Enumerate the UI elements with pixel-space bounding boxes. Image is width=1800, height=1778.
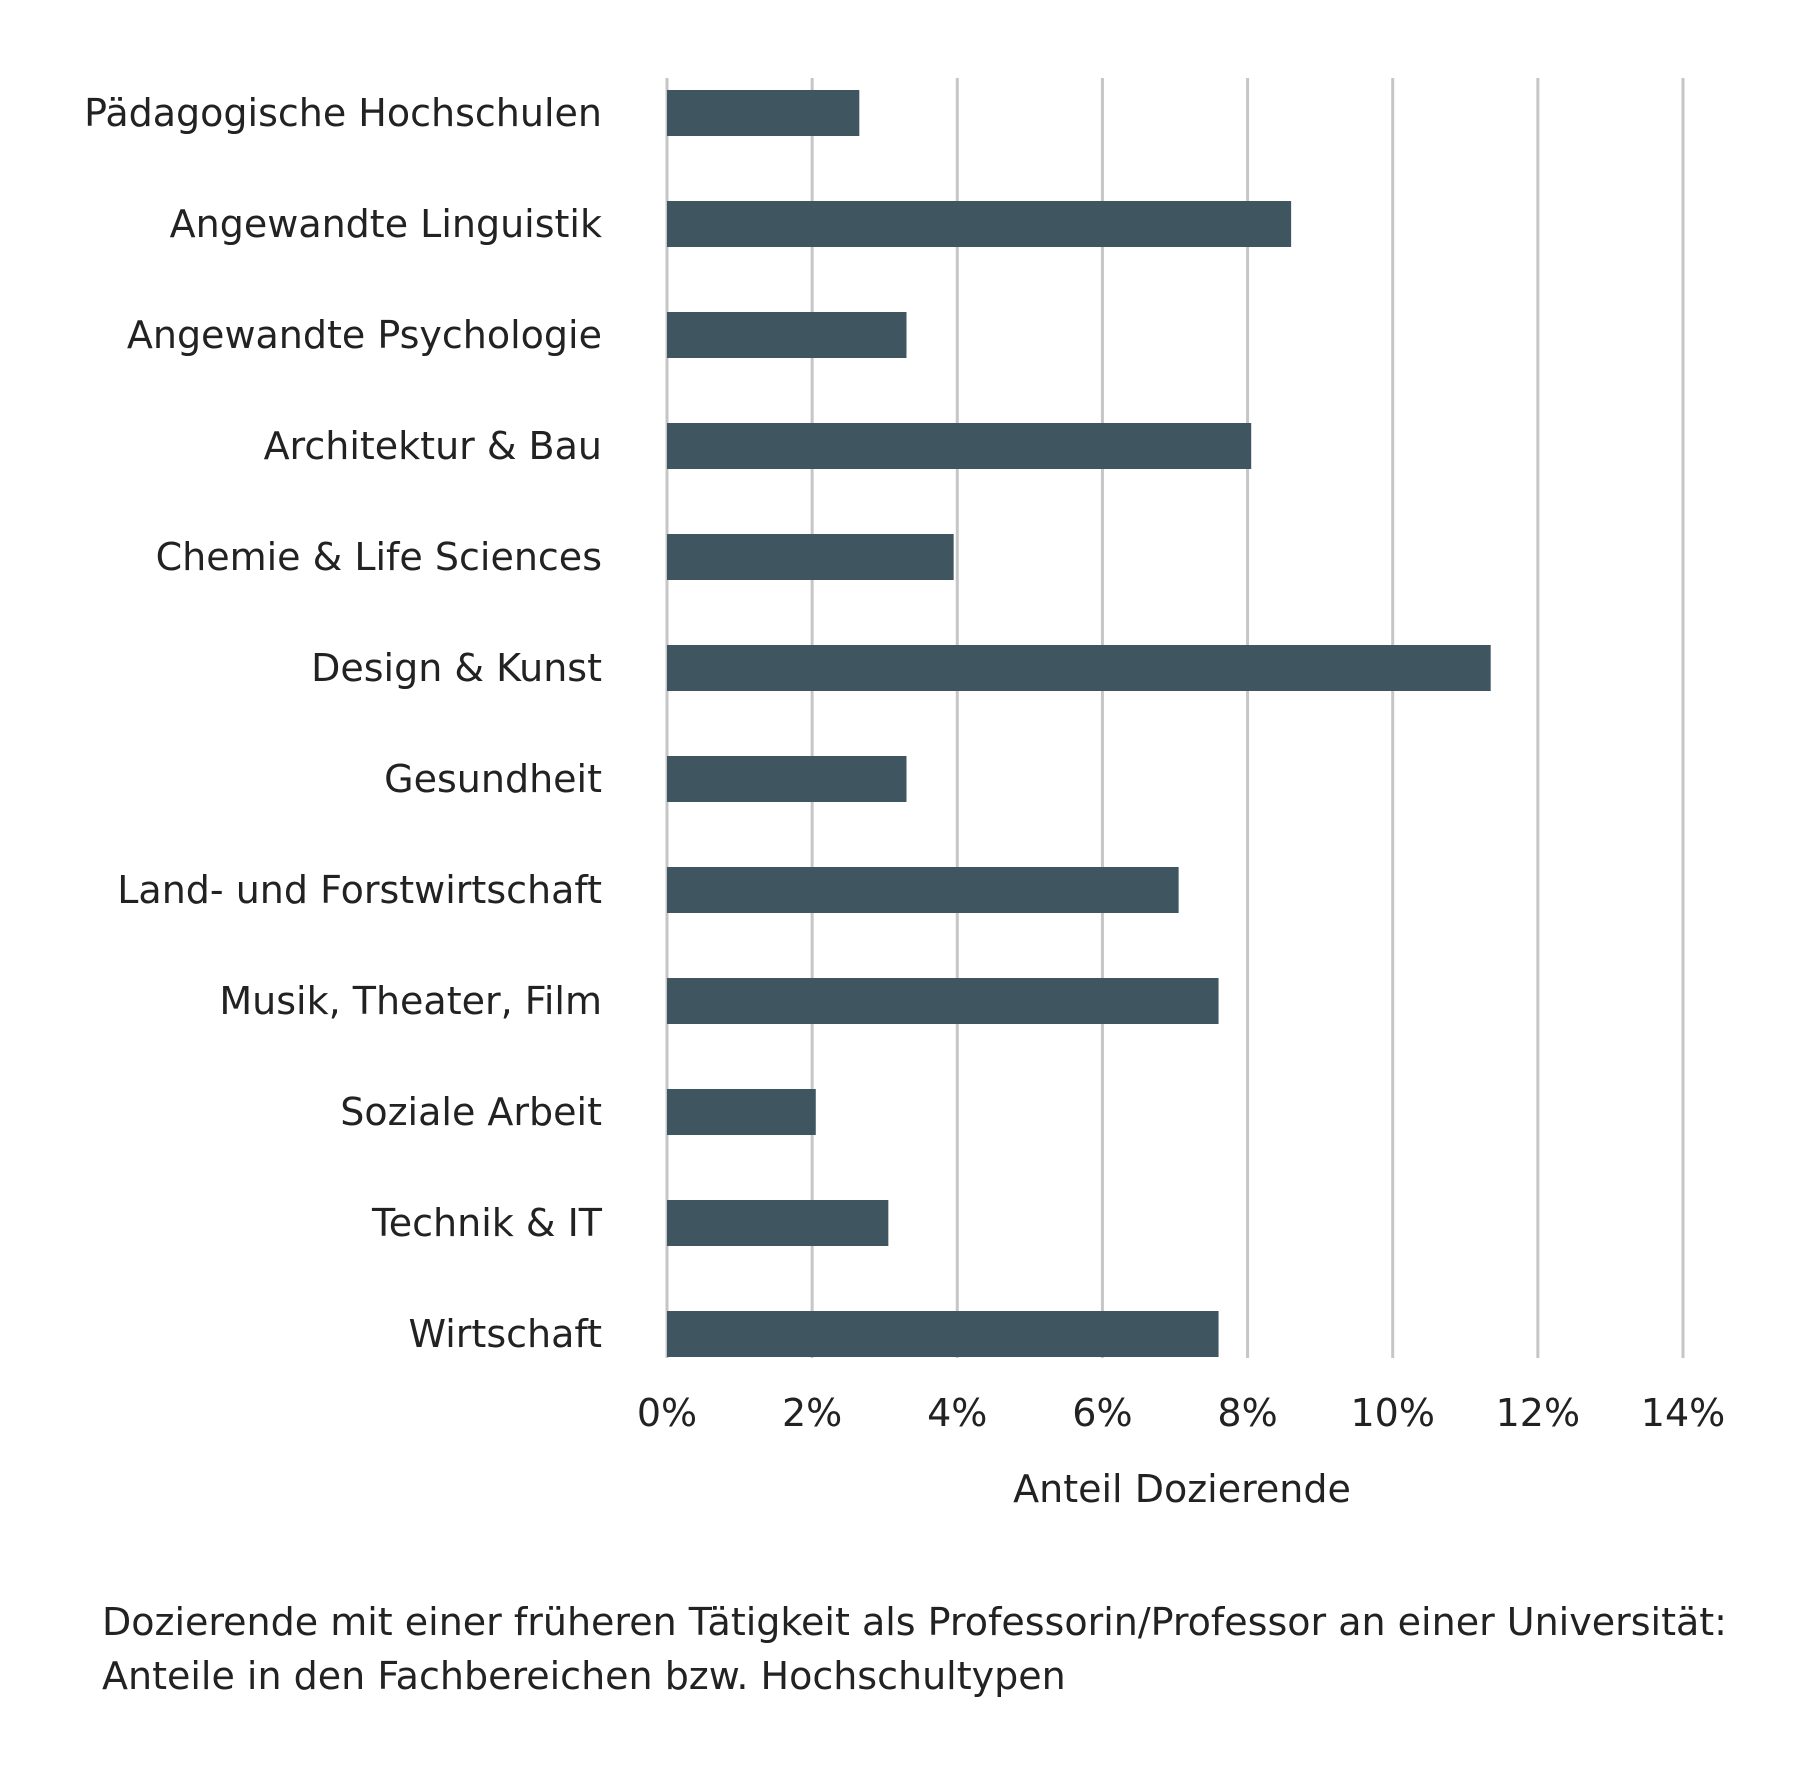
x-tick-label: 8% xyxy=(1217,1391,1277,1435)
category-label: Architektur & Bau xyxy=(264,424,602,468)
category-label: Technik & IT xyxy=(371,1201,603,1245)
x-tick-labels: 0% 2% 4% 6% 8% 10% 12% 14% xyxy=(637,1391,1725,1435)
chart-caption: Dozierende mit einer früheren Tätigkeit … xyxy=(102,1595,1762,1703)
category-label: Angewandte Psychologie xyxy=(127,313,602,357)
x-tick-label: 14% xyxy=(1641,1391,1725,1435)
x-tick-label: 10% xyxy=(1350,1391,1434,1435)
category-label: Pädagogische Hochschulen xyxy=(84,91,602,135)
category-labels: Pädagogische Hochschulen Angewandte Lingu… xyxy=(84,91,603,1356)
category-label: Musik, Theater, Film xyxy=(219,979,602,1023)
category-label: Chemie & Life Sciences xyxy=(156,535,602,579)
bar xyxy=(667,201,1292,247)
x-tick-label: 6% xyxy=(1072,1391,1132,1435)
category-label: Gesundheit xyxy=(384,757,602,801)
category-label: Wirtschaft xyxy=(409,1312,603,1356)
bars xyxy=(667,90,1491,1357)
caption-line-1: Dozierende mit einer früheren Tätigkeit … xyxy=(102,1600,1727,1644)
bar xyxy=(667,1200,889,1246)
x-tick-label: 4% xyxy=(927,1391,987,1435)
category-label: Land- und Forstwirtschaft xyxy=(117,868,602,912)
x-tick-label: 2% xyxy=(782,1391,842,1435)
bar-chart: Pädagogische Hochschulen Angewandte Lingu… xyxy=(84,78,1725,1511)
x-tick-label: 0% xyxy=(637,1391,697,1435)
bar xyxy=(667,756,907,802)
category-label: Design & Kunst xyxy=(311,646,602,690)
x-axis-title: Anteil Dozierende xyxy=(1013,1467,1351,1511)
bar xyxy=(667,1089,816,1135)
caption-line-2: Anteile in den Fachbereichen bzw. Hochsc… xyxy=(102,1654,1066,1698)
bar xyxy=(667,645,1491,691)
x-tick-label: 12% xyxy=(1496,1391,1580,1435)
bar xyxy=(667,867,1179,913)
category-label: Soziale Arbeit xyxy=(340,1090,602,1134)
bar xyxy=(667,1311,1219,1357)
bar xyxy=(667,423,1252,469)
bar xyxy=(667,978,1219,1024)
bar xyxy=(667,312,907,358)
bar xyxy=(667,90,860,136)
category-label: Angewandte Linguistik xyxy=(170,202,602,246)
gridlines xyxy=(665,78,1685,1358)
bar xyxy=(667,534,954,580)
